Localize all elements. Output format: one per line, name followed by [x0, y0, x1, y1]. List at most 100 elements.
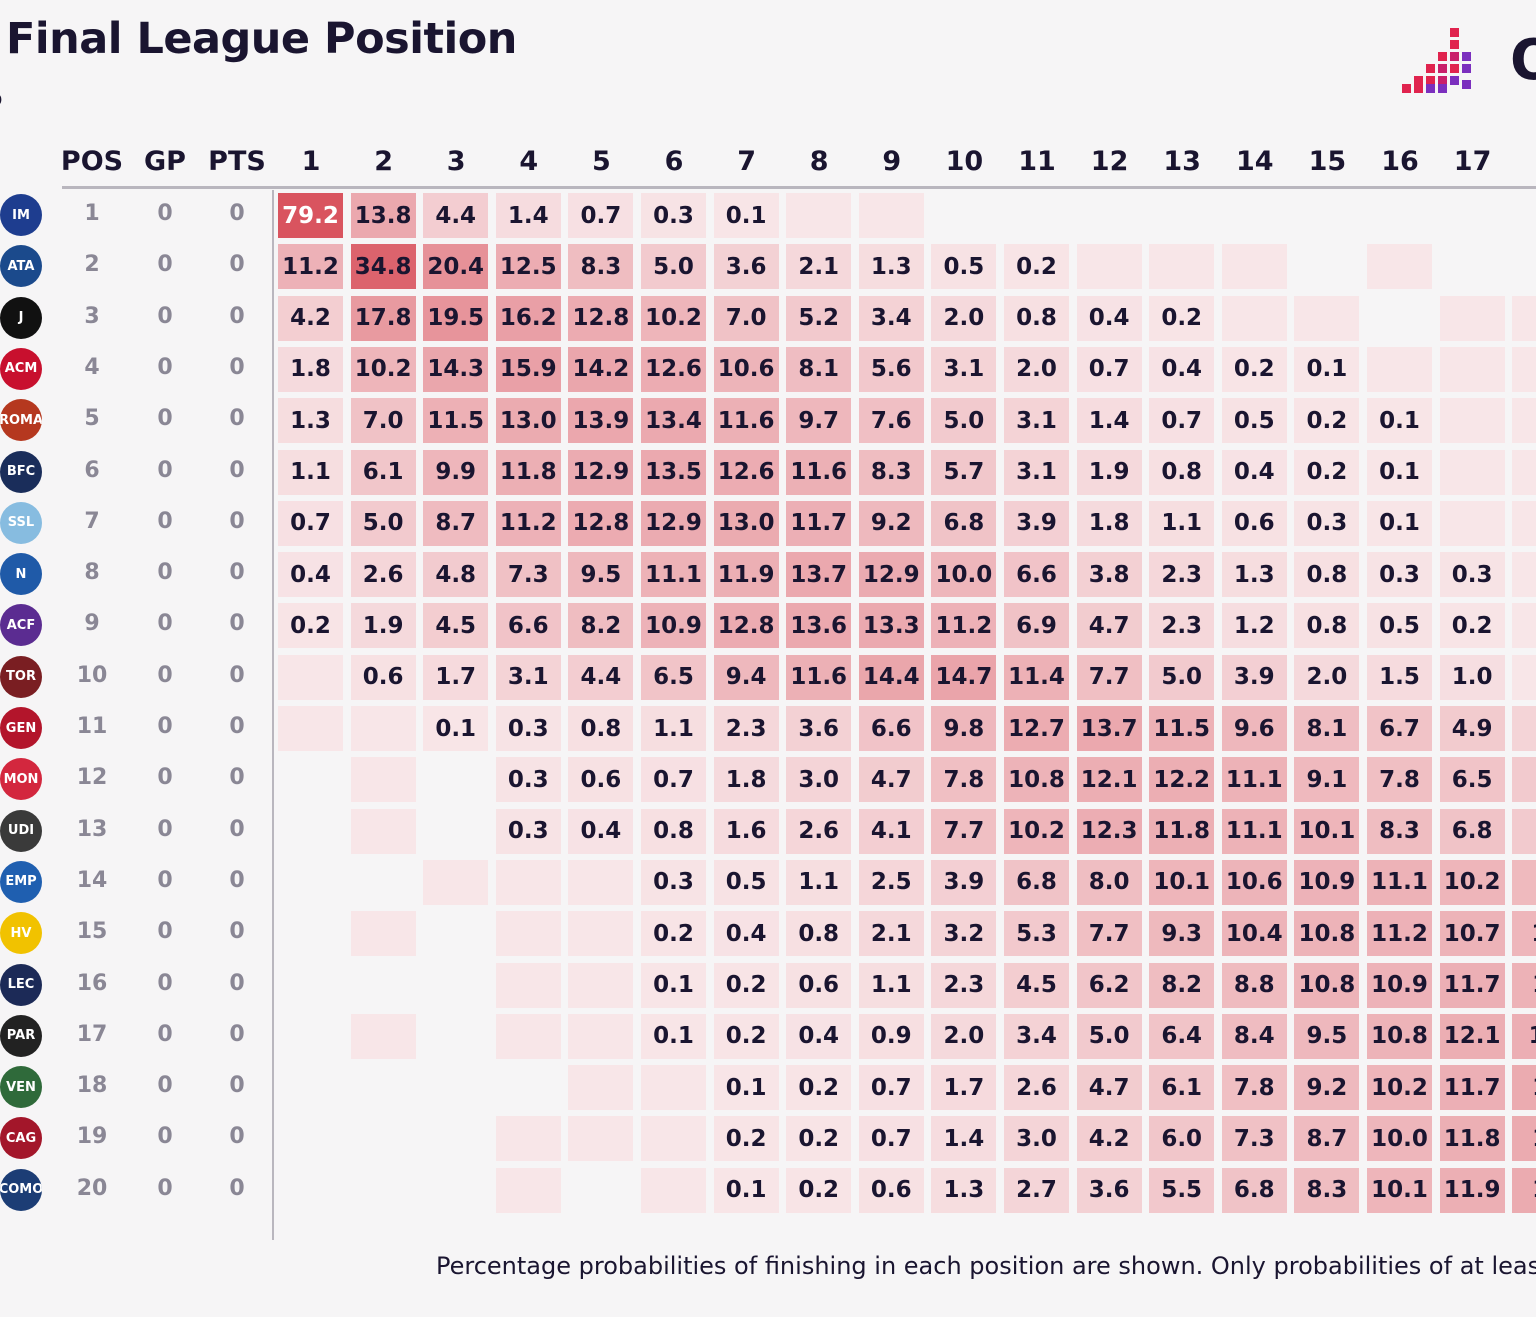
column-header-pts: PTS [208, 146, 266, 177]
row-gp: 0 [157, 816, 173, 842]
heatmap-cell [423, 911, 488, 956]
heatmap-cell: 3.9 [1004, 500, 1069, 546]
heatmap-cell [350, 706, 416, 751]
heatmap-cell [351, 963, 416, 1008]
logo-square [1450, 40, 1459, 49]
row-pts: 0 [229, 765, 245, 791]
heatmap-cell [423, 757, 488, 802]
opta-logo-icon [1402, 28, 1471, 93]
heatmap-cell: 11.1 [1367, 859, 1432, 905]
heatmap-cell: 12.8 [568, 295, 634, 341]
heatmap-cell: 12.6 [641, 346, 706, 392]
heatmap-cell: 7.3 [1221, 1116, 1287, 1162]
heatmap-cell: 0.1 [1294, 346, 1360, 392]
heatmap-cell: 10.1 [1294, 808, 1360, 854]
heatmap-cell [1367, 296, 1432, 341]
heatmap-cell: 79.2 [278, 193, 343, 238]
row-gp: 0 [157, 970, 173, 996]
heatmap-cell: 11.8 [1149, 808, 1215, 854]
heatmap-cell: 3 [1512, 706, 1536, 751]
heatmap-cell: 0.1 [1367, 449, 1432, 495]
heatmap-cell [641, 1167, 706, 1213]
heatmap-cell: 10.8 [1294, 962, 1360, 1008]
heatmap-cell: 2.3 [1149, 552, 1215, 598]
heatmap-cell [1512, 449, 1536, 495]
row-pos: 5 [84, 406, 100, 432]
heatmap-cell: 10.7 [1439, 911, 1505, 957]
row-pts: 0 [229, 1124, 245, 1150]
heatmap-cell: 6.6 [858, 706, 924, 751]
logo-text: Op [1510, 28, 1536, 93]
heatmap-cell: 10.9 [1294, 859, 1360, 905]
heatmap-cell: 10.9 [641, 603, 706, 649]
logo-square [1426, 64, 1435, 73]
heatmap-cell: 12.6 [713, 449, 779, 495]
heatmap-cell: 0.8 [568, 706, 634, 751]
row-pos: 8 [84, 560, 100, 586]
heatmap-cell: 0.1 [1367, 500, 1432, 546]
heatmap-cell: 0.3 [495, 757, 561, 803]
heatmap-cell [278, 1014, 343, 1059]
heatmap-cell: 1.1 [641, 706, 706, 751]
milan-crest-icon: ACM [0, 347, 42, 390]
heatmap-cell [1512, 346, 1536, 392]
heatmap-cell [1077, 193, 1142, 238]
heatmap-cell [350, 911, 416, 957]
heatmap-cell: 9.2 [1294, 1065, 1360, 1111]
heatmap-cell: 2.1 [858, 911, 924, 957]
heatmap-cell [278, 757, 343, 802]
heatmap-cell [1512, 295, 1536, 341]
heatmap-cell [1512, 398, 1536, 444]
heatmap-cell: 17.8 [350, 295, 416, 341]
heatmap-cell [423, 859, 489, 905]
row-gp: 0 [157, 354, 173, 380]
column-header-position: 3 [446, 146, 466, 177]
heatmap-cell: 12.8 [713, 603, 779, 649]
heatmap-cell: 3.0 [1004, 1116, 1069, 1162]
heatmap-cell [350, 757, 416, 803]
heatmap-cell: 11.4 [1004, 654, 1069, 700]
heatmap-cell: 2.7 [1004, 1167, 1069, 1213]
heatmap-cell: 10.2 [350, 346, 416, 392]
heatmap-cell [423, 1014, 488, 1059]
heatmap-cell: 12.5 [495, 244, 561, 290]
heatmap-cell [278, 963, 343, 1008]
heatmap-cell: 0.8 [786, 911, 852, 957]
logo-square [1462, 64, 1471, 73]
heatmap-cell [1439, 398, 1505, 444]
heatmap-cell: 10.8 [1004, 757, 1069, 803]
heatmap-cell: 7.6 [858, 398, 924, 444]
heatmap-cell: 1( [1512, 911, 1536, 957]
heatmap-cell: 11.2 [1367, 911, 1432, 957]
heatmap-cell: 3.4 [1004, 1013, 1069, 1059]
heatmap-cell: 11.9 [1439, 1167, 1505, 1213]
row-gp: 0 [157, 252, 173, 278]
heatmap-cell: 2.6 [1004, 1065, 1069, 1111]
heatmap-cell: 0.4 [1076, 295, 1142, 341]
heatmap-cell: 0.2 [1439, 603, 1505, 649]
heatmap-cell: 0.8 [1294, 603, 1360, 649]
heatmap-cell: 5.5 [1149, 1167, 1215, 1213]
row-gp: 0 [157, 1073, 173, 1099]
heatmap-cell: 7.8 [1367, 757, 1432, 803]
heatmap-cell: 0.4 [1149, 346, 1215, 392]
row-gp: 0 [157, 457, 173, 483]
heatmap-cell: 0.2 [1004, 244, 1069, 290]
cagliari-crest-icon: CAG [0, 1117, 42, 1160]
row-gp: 0 [157, 508, 173, 534]
row-gp: 0 [157, 867, 173, 893]
heatmap-cell: 1.1 [858, 962, 924, 1008]
heatmap-cell: 0.6 [858, 1167, 924, 1213]
column-header-position: 7 [737, 146, 756, 177]
heatmap-cell [1512, 193, 1536, 238]
heatmap-cell: 13.3 [858, 603, 924, 649]
row-pts: 0 [229, 560, 245, 586]
heatmap-cell [1512, 244, 1536, 289]
heatmap-cell: 11.6 [786, 449, 852, 495]
column-header-position: 1 [1509, 146, 1536, 177]
heatmap-cell [495, 962, 561, 1008]
logo-square [1438, 64, 1447, 73]
row-pos: 4 [84, 354, 100, 380]
heatmap-cell [278, 809, 343, 854]
column-header-position: 10 [945, 146, 984, 177]
